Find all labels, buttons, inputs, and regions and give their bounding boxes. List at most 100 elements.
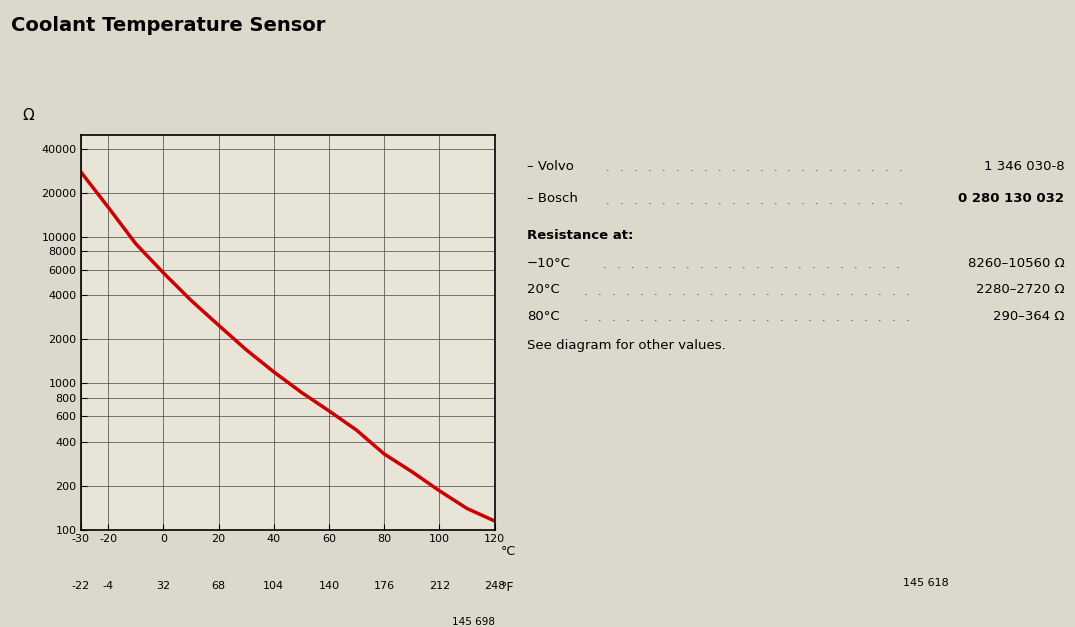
Text: .: .	[773, 196, 777, 206]
Text: .: .	[723, 313, 728, 323]
Text: .: .	[710, 287, 714, 297]
Text: .: .	[877, 313, 881, 323]
Text: 2280–2720 Ω: 2280–2720 Ω	[976, 283, 1064, 297]
Text: .: .	[612, 287, 616, 297]
Text: .: .	[840, 260, 844, 270]
Text: .: .	[640, 313, 644, 323]
Text: – Volvo: – Volvo	[527, 160, 574, 173]
Text: .: .	[857, 163, 861, 173]
Text: .: .	[759, 163, 763, 173]
Text: .: .	[857, 196, 861, 206]
Text: .: .	[854, 260, 858, 270]
Text: .: .	[835, 313, 840, 323]
Text: .: .	[640, 287, 644, 297]
Text: .: .	[626, 287, 630, 297]
Text: 212: 212	[429, 581, 450, 591]
Text: .: .	[703, 163, 707, 173]
Text: .: .	[584, 287, 588, 297]
Text: .: .	[843, 196, 847, 206]
Text: .: .	[793, 313, 798, 323]
Text: .: .	[602, 260, 606, 270]
Text: .: .	[703, 196, 707, 206]
Text: .: .	[835, 287, 840, 297]
Text: .: .	[793, 287, 798, 297]
Text: .: .	[658, 260, 662, 270]
Text: .: .	[885, 196, 889, 206]
Text: .: .	[899, 163, 903, 173]
Text: .: .	[689, 163, 693, 173]
Text: .: .	[654, 313, 658, 323]
Text: .: .	[829, 163, 833, 173]
Text: .: .	[815, 196, 819, 206]
Text: 145 698: 145 698	[452, 617, 495, 627]
Text: .: .	[905, 313, 909, 323]
Text: .: .	[882, 260, 886, 270]
Text: °C: °C	[501, 545, 516, 558]
Text: .: .	[849, 313, 854, 323]
Text: 1 346 030-8: 1 346 030-8	[984, 160, 1064, 173]
Text: .: .	[668, 313, 672, 323]
Text: .: .	[885, 163, 889, 173]
Text: .: .	[821, 313, 826, 323]
Text: Coolant Temperature Sensor: Coolant Temperature Sensor	[11, 16, 325, 34]
Text: .: .	[765, 313, 770, 323]
Text: .: .	[717, 163, 721, 173]
Text: .: .	[779, 313, 784, 323]
Text: .: .	[849, 287, 854, 297]
Text: See diagram for other values.: See diagram for other values.	[527, 339, 726, 352]
Text: .: .	[647, 163, 651, 173]
Text: 248: 248	[484, 581, 505, 591]
Text: .: .	[751, 313, 756, 323]
Text: .: .	[644, 260, 648, 270]
Text: .: .	[616, 260, 620, 270]
Text: .: .	[728, 260, 732, 270]
Text: .: .	[891, 287, 895, 297]
Text: 0 280 130 032: 0 280 130 032	[958, 192, 1064, 206]
Text: -22: -22	[72, 581, 89, 591]
Text: .: .	[689, 196, 693, 206]
Text: .: .	[877, 287, 881, 297]
Text: .: .	[826, 260, 830, 270]
Text: .: .	[787, 196, 791, 206]
Text: .: .	[863, 313, 868, 323]
Text: .: .	[633, 196, 637, 206]
Text: .: .	[714, 260, 718, 270]
Text: 140: 140	[318, 581, 340, 591]
Text: .: .	[612, 313, 616, 323]
Text: .: .	[905, 287, 909, 297]
Text: .: .	[863, 287, 868, 297]
Text: .: .	[682, 313, 686, 323]
Text: .: .	[598, 313, 602, 323]
Text: .: .	[619, 163, 623, 173]
Text: .: .	[584, 313, 588, 323]
Text: .: .	[647, 196, 651, 206]
Text: .: .	[801, 196, 805, 206]
Text: .: .	[871, 163, 875, 173]
Text: .: .	[633, 163, 637, 173]
Text: .: .	[765, 287, 770, 297]
Text: 80°C: 80°C	[527, 310, 559, 323]
Text: .: .	[745, 196, 749, 206]
Text: .: .	[759, 196, 763, 206]
Text: .: .	[773, 163, 777, 173]
Text: 68: 68	[212, 581, 226, 591]
Text: .: .	[899, 196, 903, 206]
Text: .: .	[661, 196, 665, 206]
Text: 145 618: 145 618	[903, 578, 949, 588]
Text: .: .	[871, 196, 875, 206]
Text: .: .	[675, 163, 679, 173]
Text: .: .	[779, 287, 784, 297]
Text: .: .	[672, 260, 676, 270]
Text: .: .	[737, 287, 742, 297]
Text: .: .	[605, 196, 610, 206]
Text: .: .	[756, 260, 760, 270]
Text: .: .	[605, 163, 610, 173]
Text: .: .	[801, 163, 805, 173]
Text: .: .	[891, 313, 895, 323]
Text: .: .	[742, 260, 746, 270]
Text: .: .	[787, 163, 791, 173]
Text: .: .	[745, 163, 749, 173]
Text: .: .	[686, 260, 690, 270]
Text: .: .	[843, 163, 847, 173]
Text: .: .	[807, 313, 812, 323]
